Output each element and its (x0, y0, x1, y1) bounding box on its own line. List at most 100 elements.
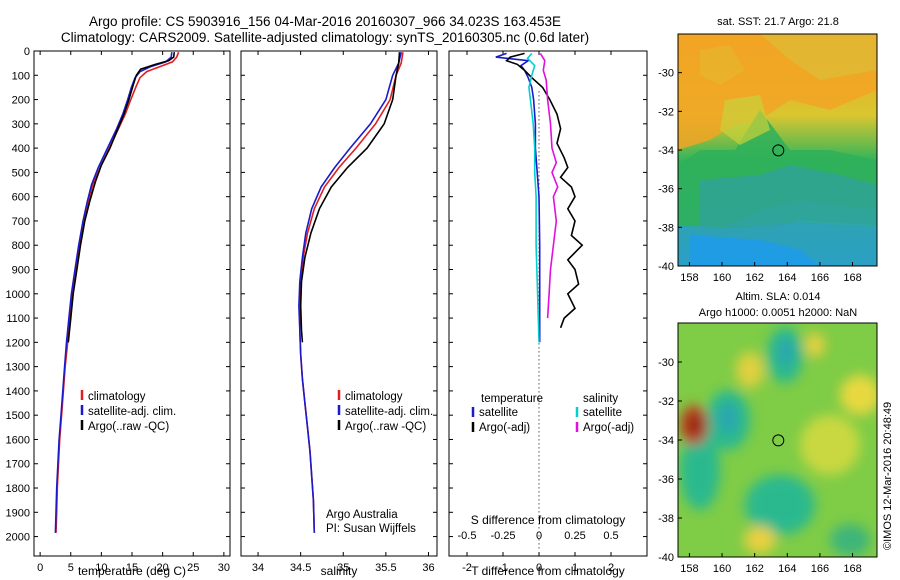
diff-legend-label: satellite (479, 407, 518, 419)
sst-lon-tick-label: 160 (713, 272, 731, 284)
depth-tick-label: 800 (12, 240, 30, 252)
depth-tick-label: 1600 (6, 434, 30, 446)
copyright-footer: ©IMOS 12-Mar-2016 20:48:49 (882, 402, 894, 550)
temperature-xtick-label: 10 (95, 562, 107, 574)
temperature-xtick-label: 30 (218, 562, 230, 574)
sst-lat-tick-label: -40 (658, 261, 674, 273)
depth-tick-label: 1100 (6, 313, 30, 325)
temperature-legend-label: satellite-adj. clim. (88, 406, 176, 418)
profile-title: Argo profile: CS 5903916_156 04-Mar-2016… (88, 14, 562, 29)
salinity-annotation: Argo Australia (326, 509, 398, 521)
temperature-xtick-label: 20 (157, 562, 169, 574)
salinity-xtick-label: 35 (337, 562, 349, 574)
sla-map: Altim. SLA: 0.014 Argo h1000: 0.0051 h20… (658, 291, 878, 575)
differences-series-argo (505, 52, 584, 329)
sla-lon-tick-label: 162 (745, 563, 763, 575)
sla-lat-tick-label: -30 (658, 357, 674, 369)
salinity-xtick-label: 34 (252, 562, 264, 574)
sst-lon-tick-label: 158 (680, 272, 698, 284)
sla-lat-tick-label: -34 (658, 435, 674, 447)
salinity-series-satellite (298, 52, 402, 533)
diff-legend-label: satellite (583, 407, 622, 419)
sst-lon-tick-label: 168 (843, 272, 861, 284)
salinity-diff-tick-label: -0.25 (490, 530, 515, 542)
sst-lon-tick-label: 164 (778, 272, 796, 284)
differences-plot-frame (448, 50, 648, 557)
depth-tick-label: 600 (12, 192, 30, 204)
salinity-diff-tick-label: 0.5 (603, 530, 618, 542)
differences-xtick-label: 2 (608, 562, 614, 574)
temperature-series-argo (67, 52, 176, 343)
differences-series-sal_argo (539, 52, 559, 319)
climatology-title: Climatology: CARS2009. Satellite-adjuste… (60, 30, 590, 45)
salinity-legend-label: satellite-adj. clim. (345, 406, 433, 418)
sst-lat-tick-label: -32 (658, 106, 674, 118)
legend-title-salinity: salinity (583, 393, 618, 405)
temperature-x-axis-label: temperature (deg C) (78, 564, 186, 578)
salinity-diff-tick-label: 0 (536, 530, 542, 542)
sst-lat-tick-label: -34 (658, 145, 674, 157)
differences-x-axis-label: T difference from climatology (471, 564, 625, 578)
salinity-series-argo (299, 52, 401, 343)
profile-charts: 0100200300400500600700800900100011001200… (6, 46, 648, 578)
depth-tick-label: 1000 (6, 289, 30, 301)
sla-lon-tick-label: 158 (680, 563, 698, 575)
depth-tick-label: 1300 (6, 362, 30, 374)
sla-argo-location-marker (772, 434, 785, 447)
depth-tick-label: 500 (12, 167, 30, 179)
differences-xtick-label: 0 (536, 562, 542, 574)
salinity-diff-tick-label: -0.5 (458, 530, 477, 542)
depth-tick-label: 2000 (6, 532, 30, 544)
differences-series-satellite (495, 52, 541, 343)
depth-tick-label: 200 (12, 95, 30, 107)
differences-series-sal_satellite (526, 52, 540, 343)
temperature-xtick-label: 15 (126, 562, 138, 574)
sst-map: sat. SST: 21.7 Argo: 21.8 -30-32-34-36-3… (658, 16, 878, 284)
depth-tick-label: 100 (12, 70, 30, 82)
depth-tick-label: 1200 (6, 337, 30, 349)
sst-map-title: sat. SST: 21.7 Argo: 21.8 (717, 16, 839, 28)
salinity-plot-frame (240, 50, 438, 557)
differences-xtick-label: 1 (572, 562, 578, 574)
sla-lat-tick-label: -38 (658, 513, 674, 525)
sst-lon-tick-label: 166 (811, 272, 829, 284)
differences-xtick-label: -1 (498, 562, 508, 574)
depth-tick-label: 1400 (6, 386, 30, 398)
sla-lon-tick-label: 166 (811, 563, 829, 575)
chart-salinity: 34 34.5 35 35.5 36 salinity climatology satelli… (240, 50, 438, 578)
sla-lat-tick-label: -32 (658, 396, 674, 408)
sla-lat-tick-label: -36 (658, 474, 674, 486)
salinity-xtick-label: 34.5 (290, 562, 311, 574)
temperature-xtick-label: 25 (187, 562, 199, 574)
chart-temperature: 0100200300400500600700800900100011001200… (6, 46, 231, 578)
depth-tick-label: 400 (12, 143, 30, 155)
sla-lon-tick-label: 160 (713, 563, 731, 575)
temperature-xtick-label: 0 (37, 562, 43, 574)
differences-xtick-label: -2 (462, 562, 472, 574)
salinity-diff-tick-label: 0.25 (564, 530, 585, 542)
salinity-diff-axis-label: S difference from climatology (471, 513, 626, 527)
salinity-legend-label: climatology (345, 391, 403, 403)
salinity-series-climatology (299, 52, 404, 533)
salinity-xtick-label: 36 (422, 562, 434, 574)
salinity-x-axis-label: salinity (321, 564, 358, 578)
sst-map-ticks: -30 -32 -34 -36 -38 -40 158 160 162 164 166 168 (658, 68, 862, 284)
temperature-series-climatology (55, 51, 180, 533)
depth-tick-label: 1900 (6, 507, 30, 519)
salinity-annotation: PI: Susan Wijffels (326, 523, 416, 535)
depth-tick-label: 300 (12, 119, 30, 131)
sst-argo-location-marker (772, 144, 785, 157)
diff-legend-label: Argo(-adj) (583, 422, 634, 434)
legend-title-temperature: temperature (481, 393, 543, 405)
sst-lat-tick-label: -38 (658, 222, 674, 234)
sla-map-title-1: Altim. SLA: 0.014 (736, 291, 821, 303)
salinity-xtick-label: 35.5 (375, 562, 396, 574)
sla-lat-tick-label: -40 (658, 552, 674, 564)
depth-tick-label: 700 (12, 216, 30, 228)
temperature-legend-label: Argo(..raw -QC) (88, 421, 169, 433)
chart-differences: -2 -1 0 1 2T difference from climatology S di… (448, 50, 648, 578)
temperature-plot-frame (33, 50, 231, 557)
sla-lon-tick-label: 168 (843, 563, 861, 575)
sst-map-field (678, 34, 877, 266)
